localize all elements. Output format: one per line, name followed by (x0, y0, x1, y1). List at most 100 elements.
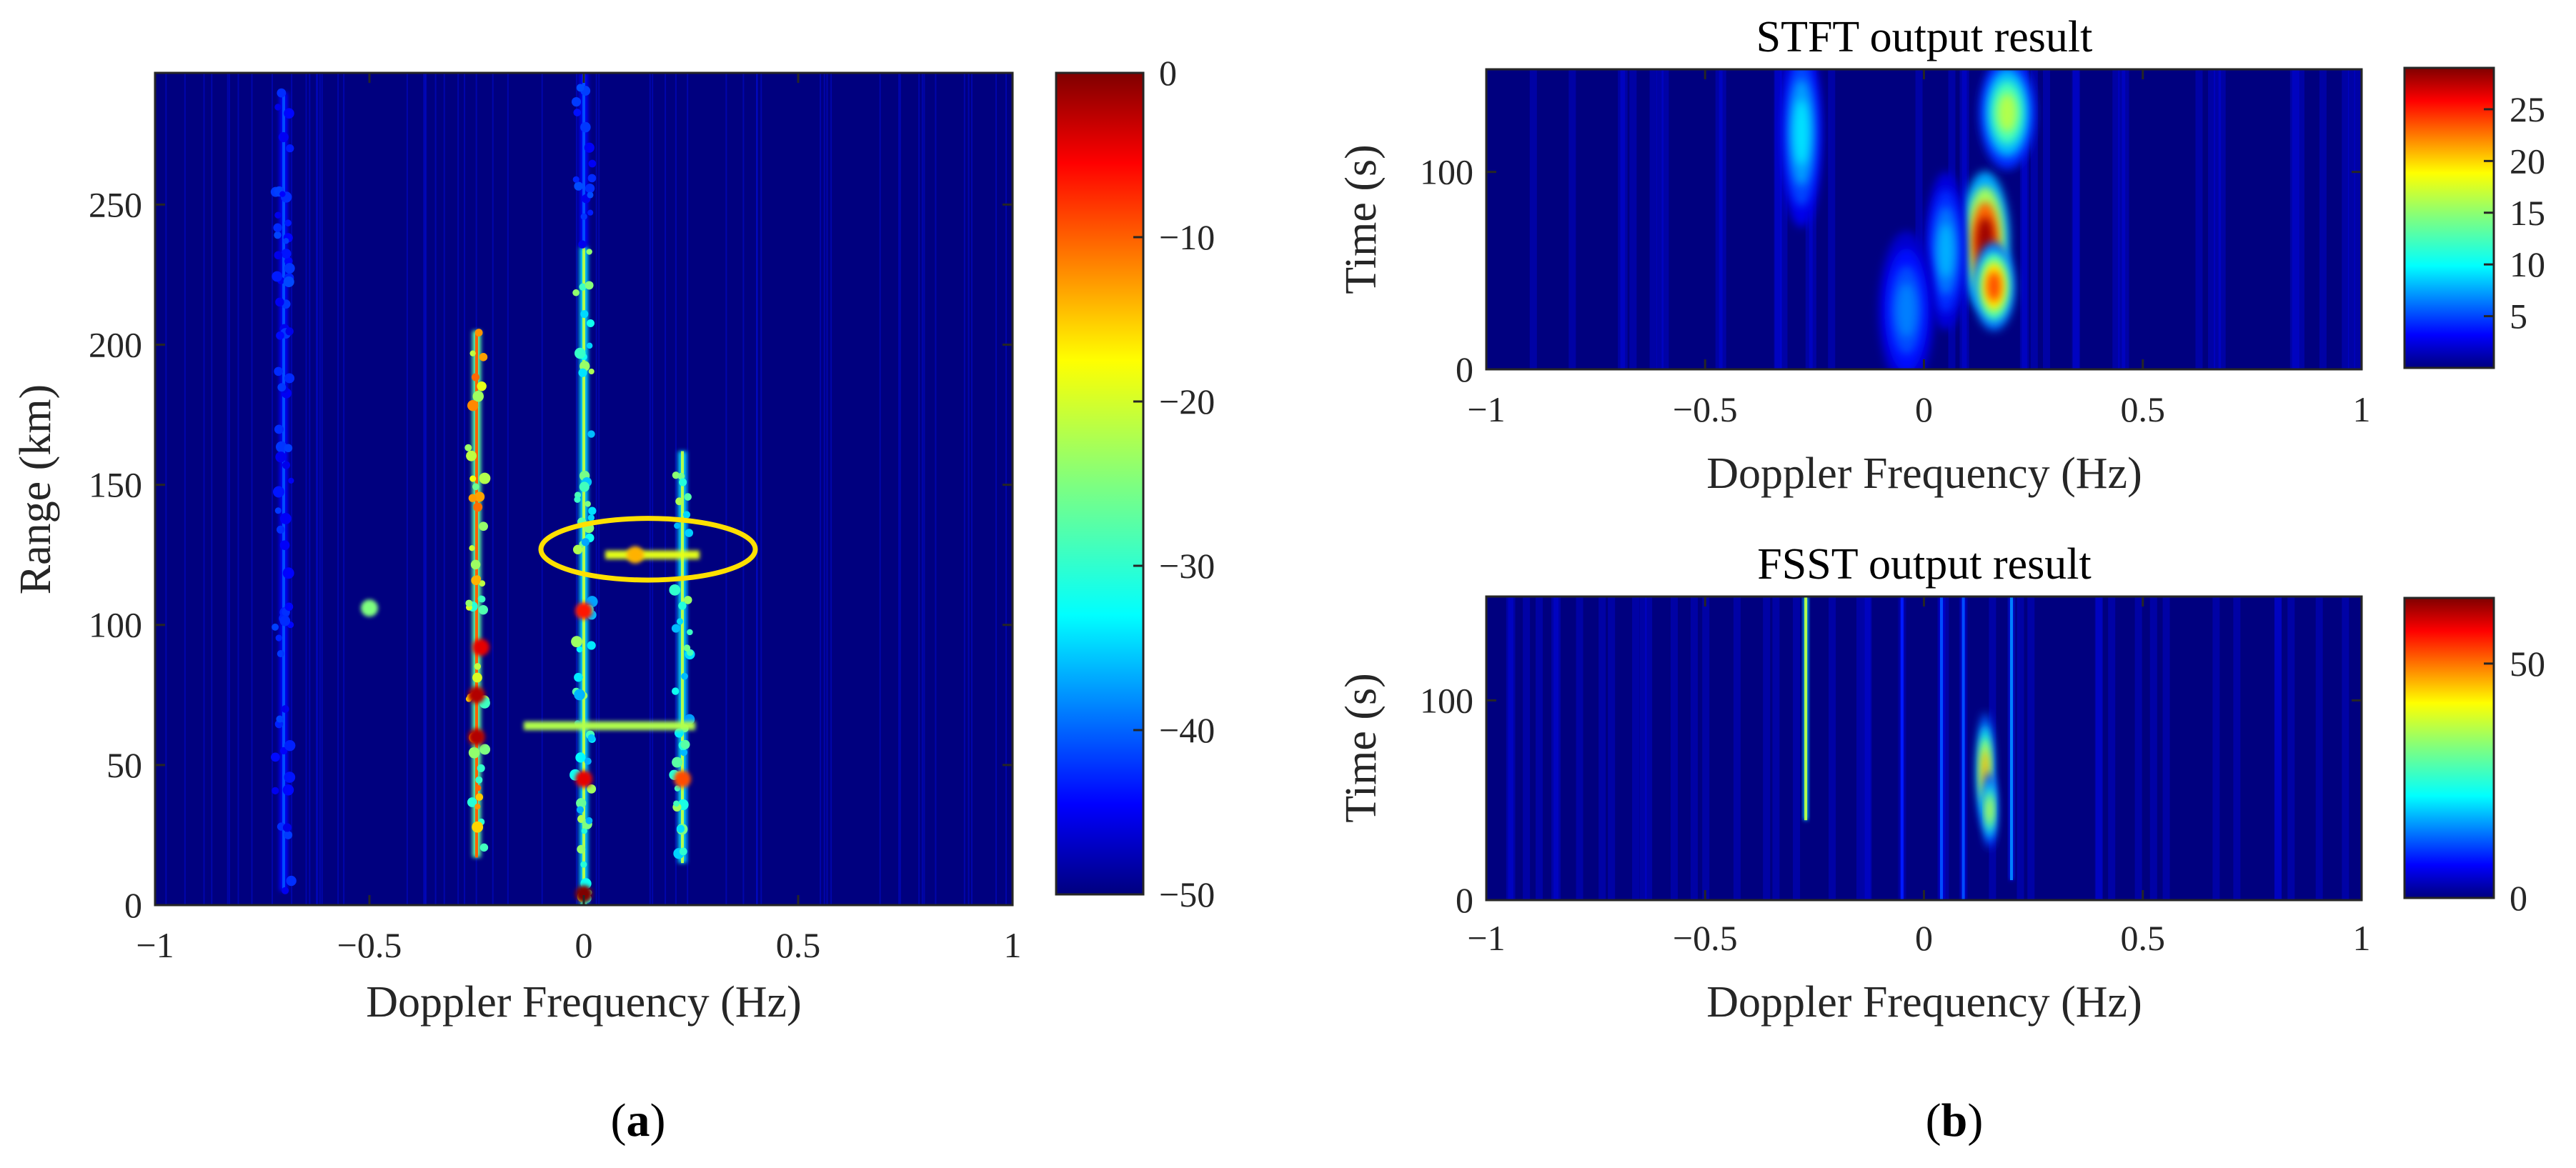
heatmap-spot (468, 687, 485, 704)
heatmap-speckle (683, 511, 690, 518)
background-streak (650, 73, 651, 905)
heatmap-speckle (279, 132, 289, 142)
heatmap-speckle (473, 391, 484, 401)
heatmap-speckle (277, 89, 286, 98)
stft-title: STFT output result (1756, 13, 2093, 61)
heatmap-speckle (282, 461, 290, 469)
heatmap-speckle (277, 526, 284, 534)
background-streak (1576, 597, 1583, 900)
heatmap-speckle (578, 240, 586, 248)
heatmap-speckle (464, 444, 472, 451)
heatmap-speckle (467, 400, 478, 411)
heatmap-speckle (273, 486, 284, 498)
range-doppler-colorbar (1056, 73, 1143, 894)
heatmap-speckle (286, 327, 294, 335)
background-streak (319, 73, 321, 905)
heatmap-speckle (588, 174, 597, 183)
background-streak (923, 73, 925, 905)
heatmap-speckle (573, 545, 582, 554)
xtick-label: 1 (2353, 389, 2371, 429)
heatmap-speckle (274, 104, 281, 110)
background-streak (2095, 597, 2102, 900)
heatmap-speckle (286, 876, 296, 886)
fsst-xlabel: Doppler Frequency (Hz) (1706, 978, 2142, 1027)
background-streak (1829, 597, 1836, 900)
background-streak (464, 73, 465, 905)
background-streak (457, 73, 459, 905)
heatmap-speckle (585, 817, 592, 824)
background-streak (272, 73, 273, 905)
colorbar-tick-label: −20 (1159, 381, 1215, 421)
heatmap-speckle (479, 353, 488, 361)
background-streak (2348, 69, 2355, 369)
background-streak (898, 73, 900, 905)
colorbar-tick-label: 20 (2510, 141, 2545, 181)
ytick-label: 100 (89, 605, 142, 645)
heatmap-speckle (284, 373, 294, 383)
heatmap-speckle (469, 476, 476, 482)
heatmap-speckle (472, 483, 479, 490)
background-streak (1618, 69, 1625, 369)
heatmap-blob (1997, 93, 2016, 132)
heatmap-speckle (589, 369, 595, 374)
heatmap-speckle (673, 800, 680, 807)
background-streak (2135, 597, 2142, 900)
range-doppler-chart: −1 −0.5 0 0.5 1 0 50 100 150 200 250 Doppler Freq… (11, 53, 1215, 1147)
heatmap-speckle (469, 545, 474, 551)
heatmap-speckle (472, 822, 483, 833)
background-streak (252, 73, 253, 905)
heatmap-ridge-core (1962, 597, 1965, 900)
heatmap-speckle (587, 319, 595, 327)
background-streak (1856, 597, 1864, 900)
stft-ylabel: Time (s) (1337, 144, 1386, 294)
heatmap-speckle (469, 350, 475, 356)
background-streak (492, 73, 494, 905)
heatmap-speckle (274, 251, 283, 259)
stft-chart: STFT output result −1 −0.5 0 0.5 1 0100 Dopp… (1337, 13, 2545, 498)
heatmap-speckle (577, 845, 585, 854)
background-streak (1828, 69, 1835, 369)
heatmap-speckle (284, 219, 292, 226)
background-streak (1864, 597, 1871, 900)
heatmap-speckle (286, 144, 294, 152)
colorbar-tick-label: −30 (1159, 546, 1215, 586)
background-streak (1629, 69, 1636, 369)
xtick-label: 0 (1915, 389, 1933, 429)
background-streak (1523, 597, 1530, 900)
heatmap-speckle (677, 825, 685, 833)
heatmap-speckle (277, 650, 284, 657)
background-streak (407, 73, 408, 905)
background-streak (2214, 69, 2221, 369)
colorbar-tick-label: 50 (2510, 644, 2545, 684)
heatmap-speckle (465, 599, 472, 607)
heatmap-speckle (587, 343, 592, 349)
colorbar-tick-label: 5 (2510, 296, 2527, 336)
heatmap-speckle (587, 210, 593, 216)
heatmap-speckle (477, 764, 485, 772)
background-streak (1551, 597, 1558, 900)
background-streak (725, 73, 727, 905)
heatmap-speckle (480, 844, 488, 852)
heatmap-speckle (280, 540, 290, 550)
heatmap-speckle (577, 84, 585, 91)
background-streak (542, 73, 543, 905)
heatmap-speckle (677, 618, 683, 624)
colorbar-tick-label: −50 (1159, 874, 1215, 914)
xtick-label: 0 (1915, 918, 1933, 958)
heatmap-speckle (674, 523, 680, 529)
background-streak (2342, 597, 2349, 900)
heatmap-speckle (574, 496, 580, 503)
background-streak (665, 73, 666, 905)
background-streak (2297, 69, 2304, 369)
heatmap-speckle (479, 744, 490, 755)
heatmap-speckle (272, 624, 279, 631)
heatmap-band (605, 551, 700, 559)
background-streak (309, 73, 310, 905)
xtick-label: −0.5 (1673, 918, 1738, 958)
heatmap-speckle (284, 276, 294, 287)
heatmap-speckle (466, 451, 477, 461)
heatmap-speckle (469, 747, 480, 759)
background-streak (211, 73, 212, 905)
background-streak (337, 73, 339, 905)
heatmap-speckle (681, 673, 688, 680)
